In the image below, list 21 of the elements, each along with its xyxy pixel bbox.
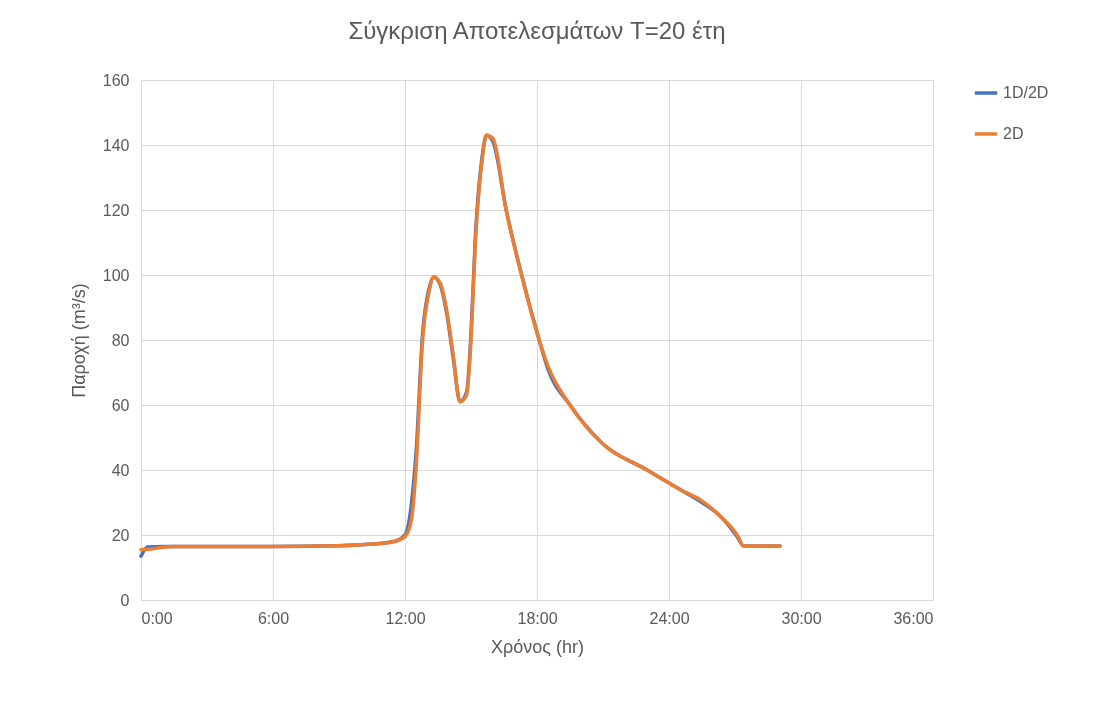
y-tick-label: 80 bbox=[111, 331, 130, 349]
x-tick-label: 12:00 bbox=[385, 609, 426, 627]
x-tick-label: 18:00 bbox=[517, 609, 558, 627]
y-tick-label: 140 bbox=[102, 136, 130, 154]
x-tick-label: 24:00 bbox=[649, 609, 690, 627]
chart-title: Σύγκριση Αποτελεσμάτων T=20 έτη bbox=[348, 17, 726, 44]
y-tick-label: 0 bbox=[120, 591, 130, 609]
x-tick-label: 30:00 bbox=[781, 609, 822, 627]
legend-label: 2D bbox=[1003, 125, 1024, 142]
y-tick-label: 100 bbox=[102, 266, 130, 284]
legend-label: 1D/2D bbox=[1003, 84, 1049, 101]
y-tick-label: 160 bbox=[102, 71, 130, 89]
x-tick-label: 36:00 bbox=[893, 609, 934, 627]
x-tick-label: 6:00 bbox=[257, 609, 290, 627]
y-tick-label: 20 bbox=[111, 526, 130, 544]
y-tick-label: 120 bbox=[102, 201, 130, 219]
y-tick-label: 60 bbox=[111, 396, 130, 414]
x-axis-title: Χρόνος (hr) bbox=[491, 636, 584, 657]
y-tick-label: 40 bbox=[111, 461, 130, 479]
x-tick-label: 0:00 bbox=[141, 609, 173, 627]
y-axis-title: Παροχή (m³/s) bbox=[68, 283, 89, 398]
